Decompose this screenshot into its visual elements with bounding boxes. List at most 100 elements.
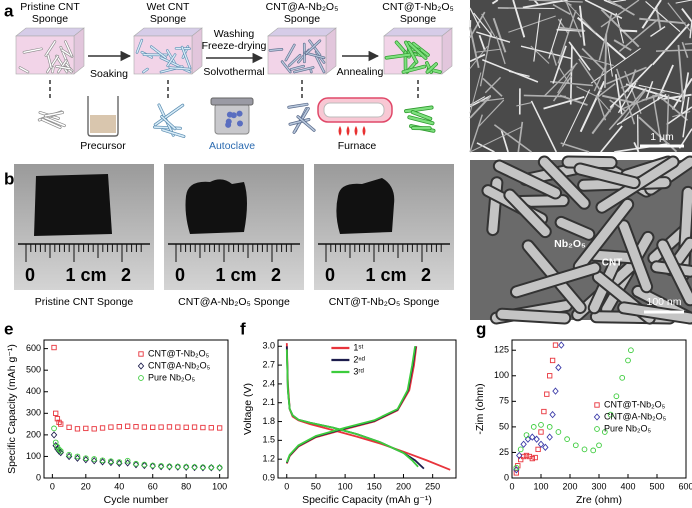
nanotube bbox=[609, 63, 653, 109]
fiber-icon bbox=[404, 106, 433, 113]
nanotube bbox=[543, 95, 585, 110]
x-tick-label: 200 bbox=[562, 481, 577, 491]
photo-caption: CNT@A-Nb₂O₅ Sponge bbox=[178, 296, 290, 308]
flame bbox=[354, 126, 358, 136]
nanotube bbox=[478, 97, 505, 103]
nanotube bbox=[651, 23, 690, 66]
cube-top bbox=[15, 27, 85, 37]
data-point bbox=[216, 464, 223, 471]
data-point bbox=[116, 459, 123, 465]
nanotube bbox=[482, 77, 503, 97]
data-point bbox=[53, 410, 59, 416]
data-point bbox=[555, 429, 562, 435]
x-tick-label: 50 bbox=[311, 481, 321, 491]
cnt-fiber bbox=[19, 66, 29, 73]
cnt-fiber bbox=[305, 40, 321, 54]
cnt-fiber bbox=[290, 65, 305, 71]
data-point bbox=[537, 440, 545, 448]
data-point bbox=[65, 452, 73, 461]
cnt-fiber bbox=[23, 48, 43, 54]
data-point bbox=[208, 464, 215, 471]
data-point bbox=[191, 463, 198, 472]
legend-swatch bbox=[594, 402, 600, 408]
nanotube bbox=[603, 33, 608, 88]
nanotube bbox=[495, 35, 506, 65]
data-point bbox=[141, 461, 148, 470]
y-tick-label: 400 bbox=[26, 386, 41, 396]
nanotube bbox=[620, 29, 638, 33]
nanotube bbox=[656, 93, 689, 121]
autoclave-content bbox=[230, 112, 237, 119]
nanotube bbox=[473, 12, 493, 37]
data-point bbox=[149, 462, 156, 469]
data-point bbox=[91, 426, 97, 432]
data-line bbox=[285, 343, 451, 471]
fiber-icon bbox=[162, 129, 185, 138]
sponge bbox=[336, 178, 395, 234]
data-point bbox=[58, 421, 64, 427]
y-tick-label: 75 bbox=[499, 396, 509, 406]
data-point bbox=[56, 419, 62, 426]
cnt-fiber bbox=[169, 66, 191, 70]
stage-title: Sponge bbox=[150, 13, 186, 25]
nanotube bbox=[591, 104, 615, 135]
data-point bbox=[141, 461, 148, 468]
data-point bbox=[549, 357, 556, 364]
data-point bbox=[542, 443, 549, 452]
data-point bbox=[141, 424, 148, 430]
nanotube bbox=[593, 63, 608, 92]
x-tick-label: 100 bbox=[533, 481, 548, 491]
data-point bbox=[133, 460, 139, 467]
fiber-icon bbox=[288, 103, 308, 109]
data-line bbox=[285, 346, 419, 468]
data-point bbox=[175, 424, 181, 430]
data-point bbox=[529, 433, 536, 441]
x-tick-label: 300 bbox=[591, 481, 606, 491]
y-tick-label: 2.7 bbox=[262, 359, 275, 369]
nanotube bbox=[550, 49, 558, 66]
nanotube bbox=[618, 17, 660, 53]
y-tick-label: 25 bbox=[499, 447, 509, 457]
autoclave-content bbox=[236, 120, 243, 127]
y-axis-label: -Zim (ohm) bbox=[474, 383, 486, 434]
flame bbox=[338, 126, 342, 136]
nanotube bbox=[517, 121, 524, 153]
nanotube bbox=[600, 0, 640, 28]
x-tick-label: 150 bbox=[367, 481, 382, 491]
nanotube bbox=[677, 44, 685, 102]
plot-frame bbox=[43, 339, 229, 479]
cube-side bbox=[191, 27, 203, 75]
ruler-label: 0 bbox=[175, 265, 185, 285]
data-point bbox=[99, 425, 106, 431]
x-tick-label: 60 bbox=[148, 481, 158, 491]
data-point bbox=[513, 464, 520, 471]
data-point bbox=[149, 462, 156, 470]
data-point bbox=[541, 408, 547, 415]
nanotube bbox=[552, 75, 573, 102]
x-tick-label: 20 bbox=[81, 481, 91, 491]
legend-label: Pure Nb₂O₅ bbox=[604, 423, 652, 433]
data-point bbox=[552, 387, 559, 395]
nanotube bbox=[522, 0, 568, 9]
nanotube bbox=[550, 80, 593, 87]
cnt-fiber bbox=[136, 39, 143, 54]
nanorod bbox=[619, 221, 652, 292]
x-tick-label: 80 bbox=[181, 481, 191, 491]
data-point bbox=[183, 424, 189, 430]
data-point bbox=[74, 453, 81, 460]
sem-image bbox=[470, 0, 692, 152]
data-point bbox=[546, 433, 553, 441]
data-point bbox=[132, 460, 140, 469]
cube-top bbox=[383, 27, 453, 37]
ruler-label: 1 cm bbox=[365, 265, 406, 285]
data-point bbox=[183, 463, 190, 470]
data-point bbox=[533, 435, 540, 443]
nanotube bbox=[578, 5, 586, 46]
cnt-fiber bbox=[308, 40, 321, 56]
y-tick-label: 1.5 bbox=[262, 435, 275, 445]
x-tick-label: 400 bbox=[620, 481, 635, 491]
stage-title: Pristine CNT bbox=[20, 1, 80, 13]
data-point bbox=[166, 424, 173, 430]
nanorod bbox=[678, 187, 692, 280]
item-label: Precursor bbox=[80, 140, 126, 152]
